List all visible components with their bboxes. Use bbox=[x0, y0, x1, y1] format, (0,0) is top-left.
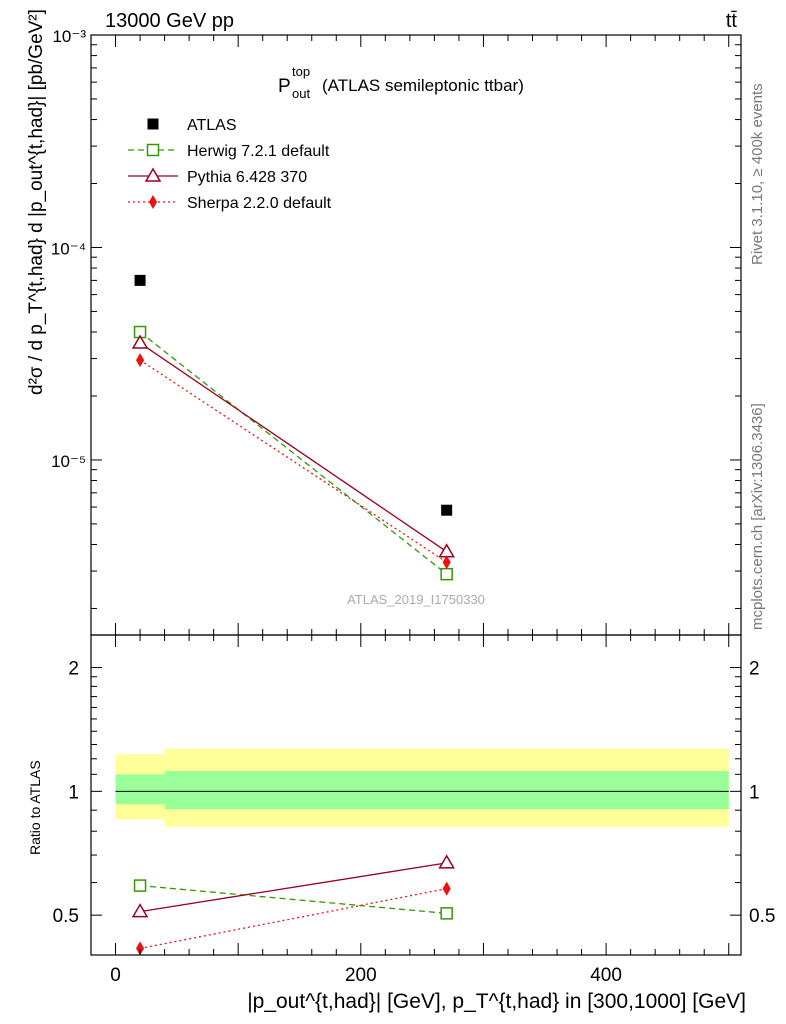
ratio-plot-frame bbox=[90, 634, 742, 956]
x-tick-label: 0 bbox=[110, 965, 121, 986]
legend-pythia-marker bbox=[144, 167, 162, 182]
herwig-ratio-line bbox=[139, 884, 447, 915]
sherpa-main-point-1 bbox=[442, 555, 451, 570]
1-sigma-band-segment-1 bbox=[164, 771, 729, 810]
sherpa-main-line bbox=[139, 359, 448, 563]
legend-herwig-marker bbox=[146, 143, 160, 157]
main-series-group bbox=[131, 274, 455, 581]
ratio-y-tick-label-right: 2 bbox=[749, 659, 760, 680]
ratio-y-tick-label-left: 2 bbox=[68, 659, 79, 680]
herwig-ratio-point-1 bbox=[440, 907, 453, 920]
pythia-main-point-1 bbox=[438, 543, 455, 558]
sherpa-ratio-point-1 bbox=[442, 881, 451, 896]
legend-atlas-label: ATLAS bbox=[187, 117, 237, 134]
process-label: tt̄ bbox=[726, 10, 738, 32]
main-y-tick-label: 10⁻⁴ bbox=[51, 239, 86, 258]
ratio-y-tick-label-left: 1 bbox=[68, 782, 79, 803]
title-subscript: out bbox=[292, 86, 310, 101]
pythia-ratio-line bbox=[139, 862, 447, 913]
sherpa-ratio-line bbox=[139, 888, 447, 950]
herwig-ratio-point-0 bbox=[133, 879, 147, 892]
legend: ATLAS Herwig 7.2.1 default Pythia 6.428 37… bbox=[128, 117, 332, 212]
ratio-y-axis-label: Ratio to ATLAS bbox=[27, 760, 43, 855]
legend-herwig-label: Herwig 7.2.1 default bbox=[187, 143, 330, 160]
x-tick-label: 200 bbox=[345, 965, 377, 986]
axis-ticks: 10⁻⁵ 10⁻⁴ 10⁻³ 0.5 0.5 1 1 2 2 0 200 400 bbox=[51, 27, 776, 986]
legend-sherpa-marker bbox=[148, 195, 158, 209]
legend-sherpa-label: Sherpa 2.2.0 default bbox=[187, 195, 332, 212]
herwig-main-line bbox=[139, 331, 448, 575]
main-y-axis-label: d²σ / d p_T^{t,had} d |p_out^{t,had}| [p… bbox=[26, 9, 47, 395]
main-y-tick-label: 10⁻³ bbox=[52, 27, 86, 46]
mcplots-label: mcplots.cern.ch [arXiv:1306.3436] bbox=[749, 403, 766, 630]
ratio-series-group bbox=[131, 854, 455, 956]
x-tick-label: 400 bbox=[590, 965, 622, 986]
herwig-main-point-1 bbox=[440, 567, 453, 581]
sherpa-main-point-0 bbox=[135, 353, 145, 368]
main-y-tick-label: 10⁻⁵ bbox=[51, 452, 86, 471]
legend-pythia-label: Pythia 6.428 370 bbox=[187, 169, 307, 186]
title-superscript: top bbox=[292, 64, 310, 79]
atlas-main-point-0 bbox=[134, 274, 146, 286]
ratio-y-tick-label-right: 1 bbox=[749, 782, 760, 803]
pythia-ratio-point-0 bbox=[131, 903, 149, 918]
title-rest: (ATLAS semileptonic ttbar) bbox=[322, 76, 524, 95]
analysis-watermark: ATLAS_2019_I1750330 bbox=[347, 592, 485, 607]
ratio-uncertainty-bands bbox=[115, 748, 729, 827]
pythia-main-line bbox=[139, 342, 448, 553]
legend-atlas-marker bbox=[147, 118, 159, 130]
plot-title: P top out (ATLAS semileptonic ttbar) bbox=[278, 64, 524, 101]
energy-label: 13000 GeV pp bbox=[105, 10, 234, 32]
ratio-y-tick-label-left: 0.5 bbox=[53, 906, 79, 927]
pythia-ratio-point-1 bbox=[438, 854, 455, 869]
atlas-main-point-1 bbox=[441, 504, 453, 516]
pythia-main-point-0 bbox=[131, 334, 149, 349]
rivet-version-label: Rivet 3.1.10, ≥ 400k events bbox=[749, 83, 766, 265]
title-main: P bbox=[278, 76, 291, 97]
1-sigma-band-segment-0 bbox=[115, 774, 165, 805]
ratio-y-tick-label-right: 0.5 bbox=[749, 906, 775, 927]
x-axis-label: |p_out^{t,had}| [GeV], p_T^{t,had} in [3… bbox=[247, 990, 746, 1013]
